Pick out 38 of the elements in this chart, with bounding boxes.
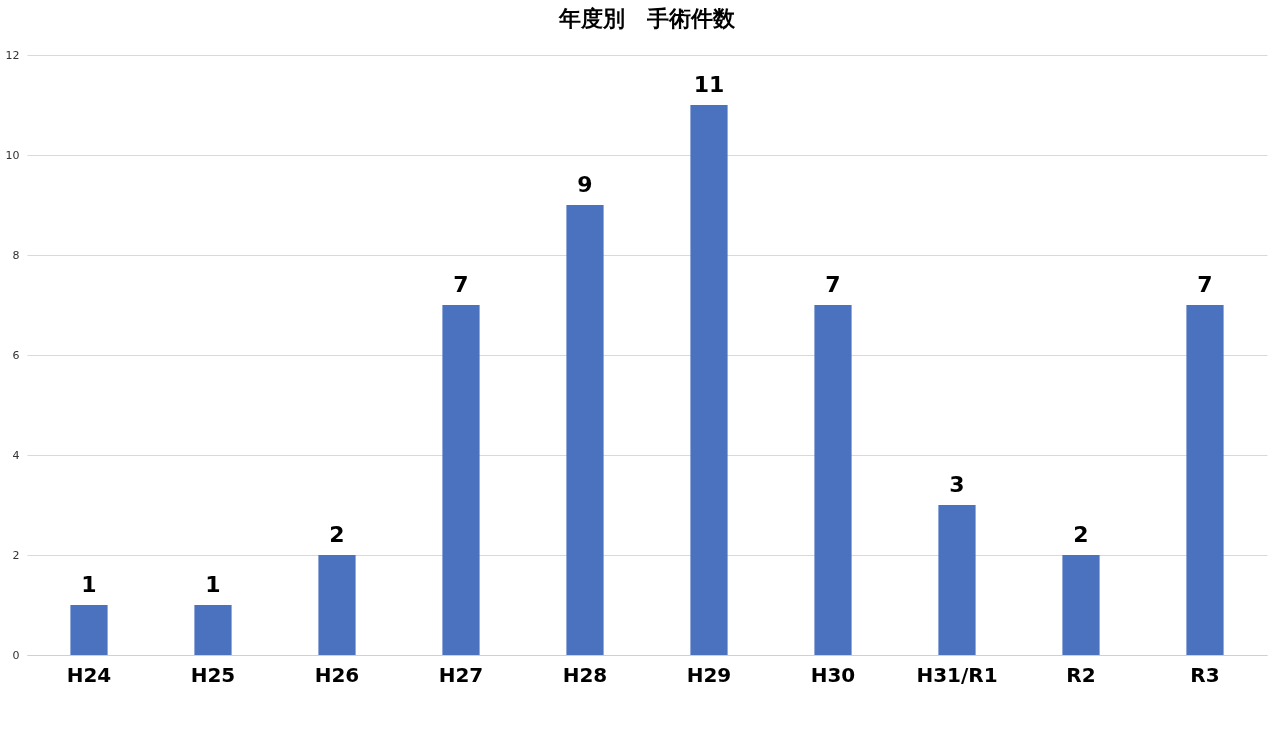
bar [442, 305, 480, 655]
data-label: 11 [693, 72, 725, 97]
x-tick-label: H26 [314, 662, 360, 687]
data-label: 2 [1073, 522, 1089, 547]
data-label: 7 [453, 272, 469, 297]
x-tick-label: H28 [562, 662, 608, 687]
x-tick-label: H27 [438, 662, 484, 687]
data-label: 9 [577, 172, 593, 197]
x-tick-label: R2 [1066, 662, 1096, 687]
y-tick-label: 0 [12, 648, 20, 662]
y-tick-label: 10 [5, 148, 20, 162]
x-tick-label: H24 [66, 662, 112, 687]
x-tick-label: H29 [686, 662, 732, 687]
chart-title: 年度別 手術件数 [558, 6, 736, 31]
x-tick-label: H30 [810, 662, 856, 687]
y-tick-label: 12 [5, 48, 20, 62]
data-label: 3 [949, 472, 965, 497]
data-label: 7 [825, 272, 841, 297]
bar [938, 505, 976, 655]
x-tick-label: H31/R1 [916, 662, 998, 687]
data-label: 7 [1197, 272, 1213, 297]
y-tick-label: 4 [12, 448, 20, 462]
bar [70, 605, 108, 655]
x-tick-label: R3 [1190, 662, 1220, 687]
data-label: 1 [205, 572, 221, 597]
bar [566, 205, 604, 655]
bar [1062, 555, 1100, 655]
bar [194, 605, 232, 655]
y-tick-label: 6 [12, 348, 20, 362]
y-tick-label: 8 [12, 248, 20, 262]
bar [690, 105, 728, 655]
bar [318, 555, 356, 655]
bar [814, 305, 852, 655]
y-tick-label: 2 [12, 548, 20, 562]
data-label: 1 [81, 572, 97, 597]
data-label: 2 [329, 522, 345, 547]
x-tick-label: H25 [190, 662, 236, 687]
bar [1186, 305, 1224, 655]
